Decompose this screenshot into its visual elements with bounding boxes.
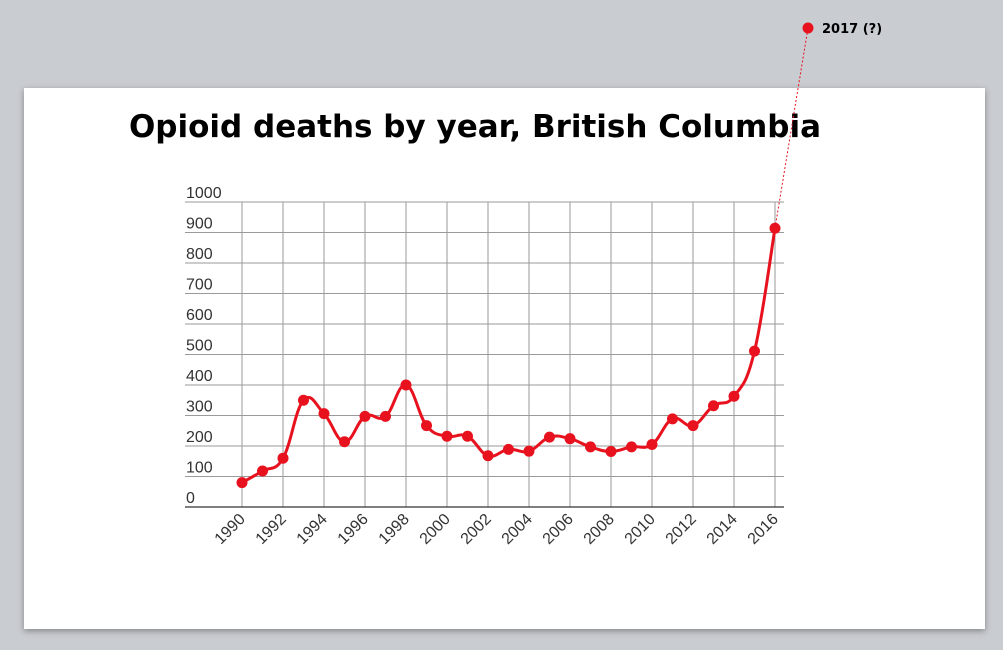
data-point — [441, 430, 453, 442]
data-point — [749, 345, 760, 357]
data-point — [646, 438, 658, 450]
data-point — [482, 450, 494, 462]
data-point — [728, 390, 740, 402]
series-points — [236, 222, 781, 489]
data-point — [277, 452, 289, 464]
data-point — [400, 379, 412, 391]
y-tick-label: 600 — [186, 307, 213, 324]
data-point — [359, 410, 371, 422]
data-point — [708, 400, 719, 412]
data-point — [585, 441, 596, 453]
y-tick-label: 800 — [186, 246, 213, 263]
x-axis-tick-labels: 1990 1992 1994 1996 1998 2000 2002 2004 2006 2008… — [212, 511, 782, 548]
annotation-leader-line — [774, 27, 809, 229]
y-tick-label: 400 — [186, 368, 213, 385]
data-point — [523, 445, 535, 457]
data-point — [564, 433, 576, 445]
x-tick-label: 1990 — [212, 511, 249, 548]
data-point — [380, 410, 391, 422]
x-tick-label: 2012 — [663, 511, 700, 548]
x-tick-label: 2000 — [417, 511, 454, 548]
x-tick-label: 2016 — [745, 511, 782, 548]
y-tick-label: 700 — [186, 277, 213, 294]
annotation-label: 2017 (?) — [822, 22, 882, 37]
data-point — [626, 441, 637, 453]
chart-grid — [185, 201, 784, 508]
data-point — [544, 431, 555, 443]
y-tick-label: 100 — [186, 460, 213, 477]
data-point — [503, 443, 514, 455]
data-point — [257, 465, 268, 477]
x-tick-label: 2004 — [499, 511, 536, 548]
data-point — [339, 436, 350, 448]
y-tick-label: 200 — [186, 429, 213, 446]
x-tick-label: 2002 — [458, 511, 495, 548]
y-tick-label: 900 — [186, 216, 213, 233]
data-point — [462, 430, 473, 442]
annotation-marker — [802, 22, 814, 34]
slide-canvas — [24, 88, 985, 629]
x-tick-label: 1996 — [335, 511, 372, 548]
x-tick-label: 2014 — [704, 511, 741, 548]
chart-title: Opioid deaths by year, British Columbia — [129, 109, 821, 145]
y-tick-label: 500 — [186, 338, 213, 355]
x-tick-label: 2010 — [622, 511, 659, 548]
data-point — [298, 394, 309, 406]
x-tick-label: 2008 — [581, 511, 618, 548]
x-tick-label: 1994 — [294, 511, 331, 548]
x-tick-label: 1998 — [376, 511, 413, 548]
data-point — [687, 420, 699, 432]
data-point — [605, 445, 617, 457]
y-tick-label: 1000 — [186, 185, 222, 202]
x-tick-label: 2006 — [540, 511, 577, 548]
data-point — [769, 222, 781, 234]
data-point — [667, 413, 678, 425]
x-tick-label: 1992 — [253, 511, 290, 548]
y-tick-label: 300 — [186, 399, 213, 416]
y-axis-tick-labels: 0 100 200 300 400 500 600 700 800 900 1000 — [186, 185, 222, 507]
data-point — [421, 420, 432, 432]
data-point — [318, 408, 330, 420]
data-point — [236, 477, 248, 489]
y-tick-label: 0 — [186, 490, 195, 507]
